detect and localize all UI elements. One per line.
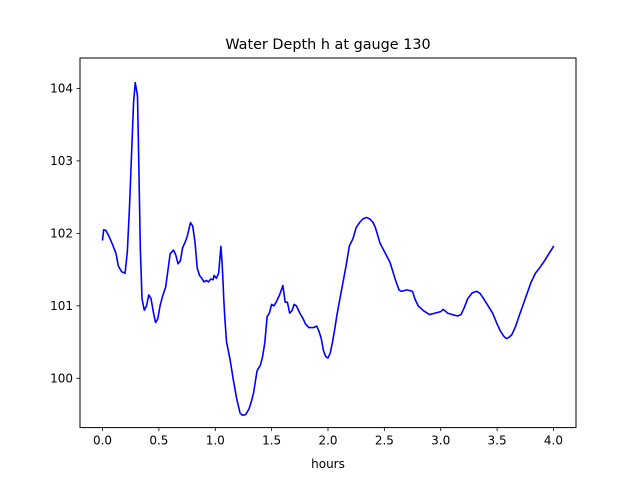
y-tick-label: 103 bbox=[50, 154, 73, 168]
x-tick-label: 2.5 bbox=[375, 434, 394, 448]
y-tick-label: 100 bbox=[50, 372, 73, 386]
y-tick-label: 101 bbox=[50, 299, 73, 313]
x-tick-label: 2.0 bbox=[318, 434, 337, 448]
y-tick-label: 102 bbox=[50, 227, 73, 241]
x-tick-label: 3.0 bbox=[431, 434, 450, 448]
y-axis-ticks: 100 101 102 103 104 bbox=[50, 82, 80, 386]
x-tick-label: 3.5 bbox=[488, 434, 507, 448]
x-tick-label: 0.0 bbox=[93, 434, 112, 448]
water-depth-series-line bbox=[101, 81, 555, 417]
x-axis-title: hours bbox=[311, 457, 345, 471]
x-tick-label: 0.5 bbox=[149, 434, 168, 448]
x-axis-ticks: 0.0 0.5 1.0 1.5 2.0 2.5 3.0 3.5 4.0 bbox=[93, 427, 563, 448]
plot-area bbox=[101, 81, 555, 417]
x-tick-label: 1.5 bbox=[262, 434, 281, 448]
x-tick-label: 4.0 bbox=[544, 434, 563, 448]
y-tick-label: 104 bbox=[50, 82, 73, 96]
chart-title: Water Depth h at gauge 130 bbox=[225, 37, 430, 53]
axes-frame bbox=[79, 57, 577, 429]
x-tick-label: 1.0 bbox=[206, 434, 225, 448]
